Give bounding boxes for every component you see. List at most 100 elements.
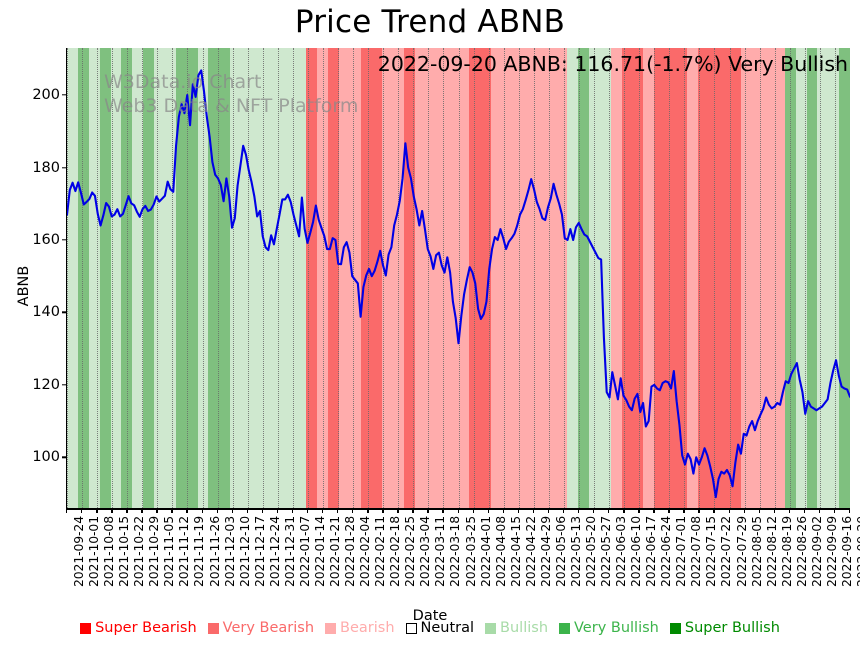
sentiment-band [273, 48, 285, 508]
sentiment-band [817, 48, 829, 508]
y-axis-tick-label: 100 [32, 449, 60, 466]
x-axis-tick-label: 2022-07-08 [688, 516, 704, 588]
legend-item[interactable]: Super Bullish [669, 620, 780, 636]
x-axis-tick-mark [321, 509, 324, 513]
legend-item[interactable]: Very Bearish [207, 620, 315, 636]
sentiment-band [208, 48, 220, 508]
x-axis-tick-mark [276, 509, 279, 513]
x-axis-tick-label: 2022-05-06 [552, 516, 568, 588]
x-axis-tick-label: 2022-07-15 [703, 516, 719, 588]
x-axis-tick-mark [803, 509, 806, 513]
x-axis-tick-label: 2022-05-13 [567, 516, 583, 588]
legend-label: Very Bullish [574, 620, 659, 636]
y-axis-tick-label: 120 [32, 376, 60, 393]
x-axis-tick-label: 2022-09-09 [823, 516, 839, 588]
x-axis-tick-mark [246, 509, 249, 513]
x-axis-tick-label: 2022-04-15 [507, 516, 523, 588]
x-axis-tick-label: 2022-03-25 [462, 516, 478, 588]
x-axis-tick-mark [532, 509, 535, 513]
x-axis-tick-mark [231, 509, 234, 513]
x-axis-tick-mark [201, 509, 203, 513]
x-axis-tick-mark [577, 509, 580, 513]
x-axis-tick-mark [367, 509, 369, 513]
sentiment-band [763, 48, 774, 508]
sentiment-band [88, 48, 100, 508]
sentiment-band [447, 48, 459, 508]
x-axis-label: Date [412, 608, 448, 624]
sentiment-band [186, 48, 198, 508]
x-axis-tick-mark [849, 509, 851, 513]
x-axis-tick-label: 2021-11-19 [191, 516, 207, 588]
legend-item[interactable]: Super Bearish [80, 620, 197, 636]
x-axis-tick-mark [382, 509, 384, 513]
legend-swatch [80, 622, 92, 634]
y-axis-tick-mark [62, 384, 66, 386]
legend-item[interactable]: Very Bullish [559, 620, 659, 636]
x-axis-tick-label: 2022-01-28 [342, 516, 358, 588]
x-axis-tick-mark [698, 509, 700, 513]
y-axis-tick-mark [62, 166, 66, 169]
x-axis-tick-mark [126, 509, 128, 513]
sentiment-band [77, 48, 89, 508]
sentiment-band [164, 48, 176, 508]
legend-item[interactable]: Neutral [405, 620, 475, 636]
x-axis-tick-mark [141, 509, 143, 513]
sentiment-band [371, 48, 383, 508]
legend-swatch [325, 622, 337, 634]
price-annotation: 2022-09-20 ABNB: 116.71(-1.7%) Very Bull… [377, 52, 848, 76]
x-axis-tick-label: 2022-02-11 [372, 516, 388, 588]
sentiment-band [99, 48, 111, 508]
x-axis-tick-label: 2022-03-04 [417, 516, 433, 588]
sentiment-band [284, 48, 296, 508]
sentiment-band [665, 48, 676, 508]
x-axis-tick-label: 2022-06-03 [613, 516, 629, 588]
y-axis-tick-label: 160 [32, 231, 60, 248]
sentiment-band [132, 48, 144, 508]
legend-swatch [207, 622, 219, 634]
x-axis-tick-mark [412, 509, 414, 513]
x-axis-tick-label: 2022-08-19 [778, 516, 794, 588]
x-axis-tick-label: 2022-02-18 [387, 516, 403, 588]
x-axis-tick-label: 2022-04-01 [477, 516, 493, 588]
sentiment-band [458, 48, 470, 508]
x-axis-tick-label: 2022-01-21 [326, 516, 342, 588]
sentiment-band [143, 48, 154, 508]
x-axis-tick-mark [261, 509, 264, 513]
x-axis-tick-label: 2022-09-02 [808, 516, 824, 588]
sentiment-band [317, 48, 328, 508]
x-axis-tick-label: 2022-04-29 [537, 516, 553, 588]
x-axis-tick-mark [111, 509, 113, 513]
sentiment-band [730, 48, 742, 508]
legend-label: Neutral [420, 620, 475, 636]
plot-area[interactable] [66, 48, 850, 508]
x-axis-tick-mark [743, 509, 745, 513]
sentiment-band [349, 48, 361, 508]
legend-item[interactable]: Bearish [325, 620, 395, 636]
sentiment-band [643, 48, 655, 508]
sentiment-band [534, 48, 546, 508]
sentiment-band [338, 48, 350, 508]
x-axis-tick-label: 2021-12-17 [251, 516, 267, 588]
sentiment-band [219, 48, 231, 508]
x-axis-tick-mark [427, 509, 429, 513]
legend-swatch [559, 622, 571, 634]
x-axis-tick-label: 2022-03-18 [447, 516, 463, 588]
sentiment-band [121, 48, 133, 508]
y-axis-tick-label: 140 [32, 304, 60, 321]
x-axis-tick-mark [773, 509, 776, 513]
x-axis-tick-mark [562, 509, 565, 513]
x-axis-tick-label: 2022-07-22 [718, 516, 734, 588]
legend-label: Bullish [500, 620, 549, 636]
legend-item[interactable]: Bullish [485, 620, 548, 636]
x-axis-tick-mark [653, 509, 655, 513]
sentiment-band [154, 48, 165, 508]
x-axis-tick-mark [623, 509, 625, 513]
legend-label: Very Bearish [222, 620, 315, 636]
sentiment-band [241, 48, 252, 508]
legend-label: Super Bullish [684, 620, 780, 636]
x-axis-tick-label: 2022-04-08 [492, 516, 508, 588]
x-axis-tick-label: 2021-10-22 [131, 516, 147, 588]
sentiment-band [328, 48, 339, 508]
x-axis-tick-label: 2022-08-05 [748, 516, 764, 588]
sentiment-band [567, 48, 579, 508]
